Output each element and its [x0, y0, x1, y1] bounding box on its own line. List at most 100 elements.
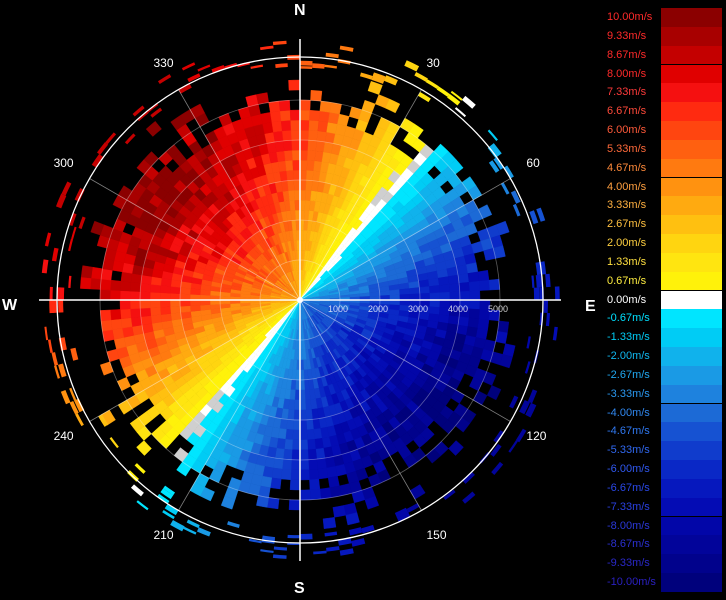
- velocity-bin: [162, 509, 175, 520]
- velocity-bin: [314, 438, 324, 450]
- colorbar-row: -8.67m/s: [605, 535, 722, 555]
- velocity-bin: [324, 531, 338, 537]
- velocity-bin: [266, 497, 280, 510]
- velocity-bin: [139, 299, 151, 309]
- velocity-bin: [462, 491, 476, 504]
- velocity-bin: [299, 129, 310, 141]
- velocity-bin: [291, 449, 301, 461]
- velocity-bin: [414, 72, 428, 82]
- velocity-bin: [428, 277, 440, 287]
- colorbar-row: 6.67m/s: [605, 102, 722, 121]
- colorbar-swatch: [661, 45, 722, 65]
- velocity-bin: [74, 398, 85, 413]
- range-tick-label: 1000: [328, 304, 348, 314]
- velocity-bin: [106, 348, 120, 363]
- velocity-bin: [75, 413, 84, 427]
- velocity-bin: [466, 262, 479, 274]
- velocity-bin: [307, 140, 317, 152]
- velocity-bin: [317, 467, 329, 480]
- colorbar-row: 4.00m/s: [605, 177, 722, 197]
- velocity-bin: [535, 274, 543, 288]
- velocity-bin: [199, 294, 211, 301]
- velocity-bin: [369, 291, 381, 297]
- velocity-bin: [489, 143, 502, 157]
- velocity-bin: [313, 550, 327, 555]
- colorbar-label: 3.33m/s: [607, 199, 647, 212]
- colorbar-swatch: [661, 516, 722, 536]
- velocity-bin: [68, 238, 74, 252]
- velocity-bin: [157, 493, 170, 504]
- velocity-bin: [290, 469, 301, 481]
- velocity-bin: [490, 443, 502, 457]
- velocity-bin: [315, 447, 326, 460]
- velocity-bin: [510, 190, 521, 204]
- velocity-bin: [299, 99, 311, 111]
- velocity-bin: [159, 292, 171, 301]
- velocity-bin: [143, 151, 159, 167]
- velocity-bin: [169, 299, 181, 308]
- velocity-bin: [44, 232, 52, 247]
- colorbar-label: -8.67m/s: [607, 538, 650, 551]
- velocity-bin: [100, 319, 113, 332]
- velocity-bin: [159, 299, 171, 308]
- velocity-bin: [98, 414, 109, 427]
- velocity-bin: [508, 440, 518, 453]
- colorbar-label: -9.33m/s: [607, 557, 650, 570]
- velocity-bin: [47, 339, 53, 354]
- velocity-bin: [290, 459, 301, 471]
- velocity-bin: [299, 189, 306, 201]
- velocity-bin: [289, 479, 301, 491]
- range-labels: 1000 2000 3000 4000 5000: [328, 304, 508, 314]
- velocity-bin: [478, 279, 490, 291]
- north-label: N: [294, 2, 306, 19]
- velocity-bin: [250, 64, 264, 70]
- velocity-bin: [324, 64, 338, 69]
- azimuth-label: 120: [526, 428, 547, 443]
- velocity-bin: [129, 417, 145, 433]
- velocity-bin: [187, 73, 201, 83]
- colorbar-row: -10.00m/s: [605, 573, 722, 592]
- velocity-bin: [91, 154, 104, 168]
- velocity-bin: [552, 326, 558, 341]
- range-tick-label: 5000: [488, 304, 508, 314]
- velocity-bin: [280, 468, 292, 480]
- velocity-bin: [283, 140, 293, 152]
- velocity-bin: [458, 282, 470, 292]
- velocity-bin: [438, 276, 450, 286]
- colorbar-row: -3.33m/s: [605, 384, 722, 404]
- velocity-bin: [119, 290, 131, 301]
- velocity-bin: [499, 354, 513, 369]
- range-rings: [39, 39, 561, 561]
- velocity-bin: [389, 294, 401, 301]
- velocity-bin: [178, 82, 192, 94]
- velocity-bin: [140, 315, 153, 326]
- velocity-bin: [462, 471, 475, 484]
- velocity-bin: [326, 546, 340, 552]
- velocity-bin: [403, 453, 418, 469]
- velocity-bin: [282, 458, 292, 470]
- velocity-bin: [361, 524, 375, 534]
- velocity-bin: [276, 150, 286, 162]
- velocity-bin: [389, 289, 401, 296]
- velocity-bin: [371, 74, 385, 84]
- velocity-bin: [436, 86, 450, 97]
- azimuth-spoke: [89, 299, 301, 422]
- velocity-bin: [399, 288, 411, 295]
- velocity-bin: [467, 271, 480, 283]
- colorbar-swatch: [661, 64, 722, 84]
- velocity-bin: [292, 169, 301, 181]
- velocity-bin: [394, 507, 409, 519]
- velocity-bin: [96, 142, 109, 155]
- colorbar-row: -9.33m/s: [605, 554, 722, 573]
- velocity-bin: [292, 419, 301, 431]
- velocity-bin: [299, 439, 309, 451]
- velocity-bin: [299, 459, 310, 471]
- velocity-bin: [59, 287, 65, 300]
- velocity-bin: [137, 110, 149, 122]
- velocity-bin: [440, 419, 456, 435]
- velocity-bin: [69, 387, 77, 401]
- velocity-bin: [58, 363, 66, 378]
- colorbar-swatch: [661, 83, 722, 103]
- velocity-bin: [459, 290, 471, 301]
- colorbar-row: 2.00m/s: [605, 234, 722, 253]
